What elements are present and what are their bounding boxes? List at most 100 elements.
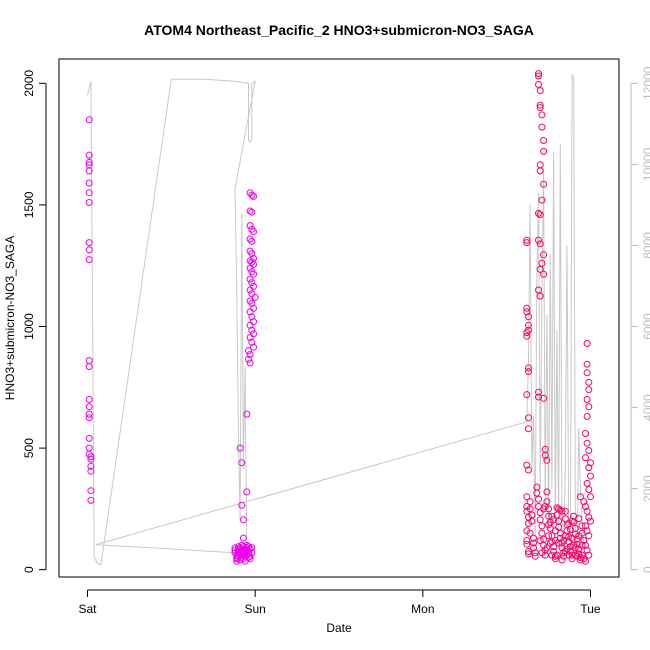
data-point xyxy=(583,479,591,487)
data-point xyxy=(525,466,532,474)
data-point xyxy=(85,396,93,403)
data-point xyxy=(526,505,534,513)
x-tick-label: Tue xyxy=(580,602,601,616)
data-point xyxy=(571,551,579,559)
data-point xyxy=(248,279,256,287)
data-point xyxy=(565,551,573,559)
data-point xyxy=(583,507,591,515)
data-point xyxy=(535,393,542,401)
y-tick-label: 2000 xyxy=(22,70,36,97)
data-point xyxy=(523,236,531,244)
data-point xyxy=(550,516,558,524)
altitude-line-layer xyxy=(87,73,585,566)
data-point xyxy=(536,537,544,544)
x-tick-label: Mon xyxy=(411,602,434,616)
data-point xyxy=(87,496,95,504)
data-point xyxy=(85,444,93,452)
data-point xyxy=(536,167,544,175)
data-point xyxy=(525,550,532,558)
data-point xyxy=(525,321,532,329)
data-point xyxy=(585,532,593,540)
y2-tick-label: 0 xyxy=(641,566,650,573)
data-point xyxy=(248,191,256,199)
data-point xyxy=(85,239,93,247)
data-point xyxy=(523,304,531,312)
data-point xyxy=(587,472,594,480)
data-point xyxy=(551,527,559,535)
data-point xyxy=(536,240,544,248)
data-point xyxy=(246,545,254,553)
data-point xyxy=(548,512,556,520)
data-point xyxy=(246,264,254,272)
data-point xyxy=(575,532,583,540)
data-point xyxy=(585,447,593,454)
data-point xyxy=(556,506,564,514)
data-point xyxy=(580,537,588,544)
data-point xyxy=(535,81,542,88)
data-point xyxy=(587,493,594,501)
data-point xyxy=(248,544,256,552)
data-point xyxy=(85,151,93,159)
data-point xyxy=(582,557,589,565)
data-point xyxy=(585,378,593,386)
y-tick-label: 0 xyxy=(22,566,36,573)
data-points-layer xyxy=(85,70,594,565)
data-point xyxy=(236,444,244,452)
data-point xyxy=(582,541,589,549)
data-point xyxy=(526,498,534,506)
data-point xyxy=(243,410,251,418)
data-point xyxy=(525,313,532,321)
y2-tick-label: 4000 xyxy=(641,394,650,421)
data-point xyxy=(545,532,553,540)
data-point xyxy=(561,507,569,515)
data-point xyxy=(536,161,544,169)
data-point xyxy=(543,456,551,464)
data-point xyxy=(536,101,544,109)
data-point xyxy=(536,104,544,112)
data-point xyxy=(585,551,593,559)
data-point xyxy=(535,495,542,503)
y-tick-label: 500 xyxy=(22,438,36,458)
data-point xyxy=(540,180,548,188)
data-point xyxy=(565,533,573,541)
data-point xyxy=(536,87,544,95)
data-point xyxy=(250,330,257,338)
data-point xyxy=(523,391,531,399)
y2-tick-label: 12000 xyxy=(641,66,650,100)
data-point xyxy=(530,539,537,547)
data-point xyxy=(576,493,584,501)
data-point xyxy=(250,228,257,236)
data-point xyxy=(540,137,548,144)
data-point xyxy=(535,209,542,217)
data-point xyxy=(582,503,589,510)
data-point xyxy=(250,270,257,278)
data-point xyxy=(543,498,551,506)
data-point xyxy=(528,517,536,525)
data-point xyxy=(248,313,256,321)
x-tick-label: Sat xyxy=(78,602,97,616)
data-point xyxy=(575,515,583,523)
data-point xyxy=(538,259,546,267)
y-axis-left: 0 500 1000 1500 2000 xyxy=(22,70,47,573)
data-point xyxy=(571,544,579,552)
data-point xyxy=(573,535,581,543)
data-point xyxy=(568,551,576,559)
data-point xyxy=(561,515,569,523)
data-point xyxy=(568,517,576,525)
data-point xyxy=(585,403,593,411)
data-point xyxy=(545,521,553,529)
data-point xyxy=(580,498,588,506)
data-point xyxy=(246,555,254,563)
data-point xyxy=(246,308,254,316)
data-point xyxy=(85,403,93,411)
data-point xyxy=(585,386,593,394)
data-point xyxy=(248,299,256,307)
data-point xyxy=(250,192,257,200)
data-point xyxy=(563,527,571,535)
data-point xyxy=(583,396,591,403)
data-point xyxy=(238,501,246,509)
data-point xyxy=(246,321,254,329)
plot-frame xyxy=(58,58,620,578)
y2-tick-label: 10000 xyxy=(641,147,650,181)
data-point xyxy=(85,434,93,442)
